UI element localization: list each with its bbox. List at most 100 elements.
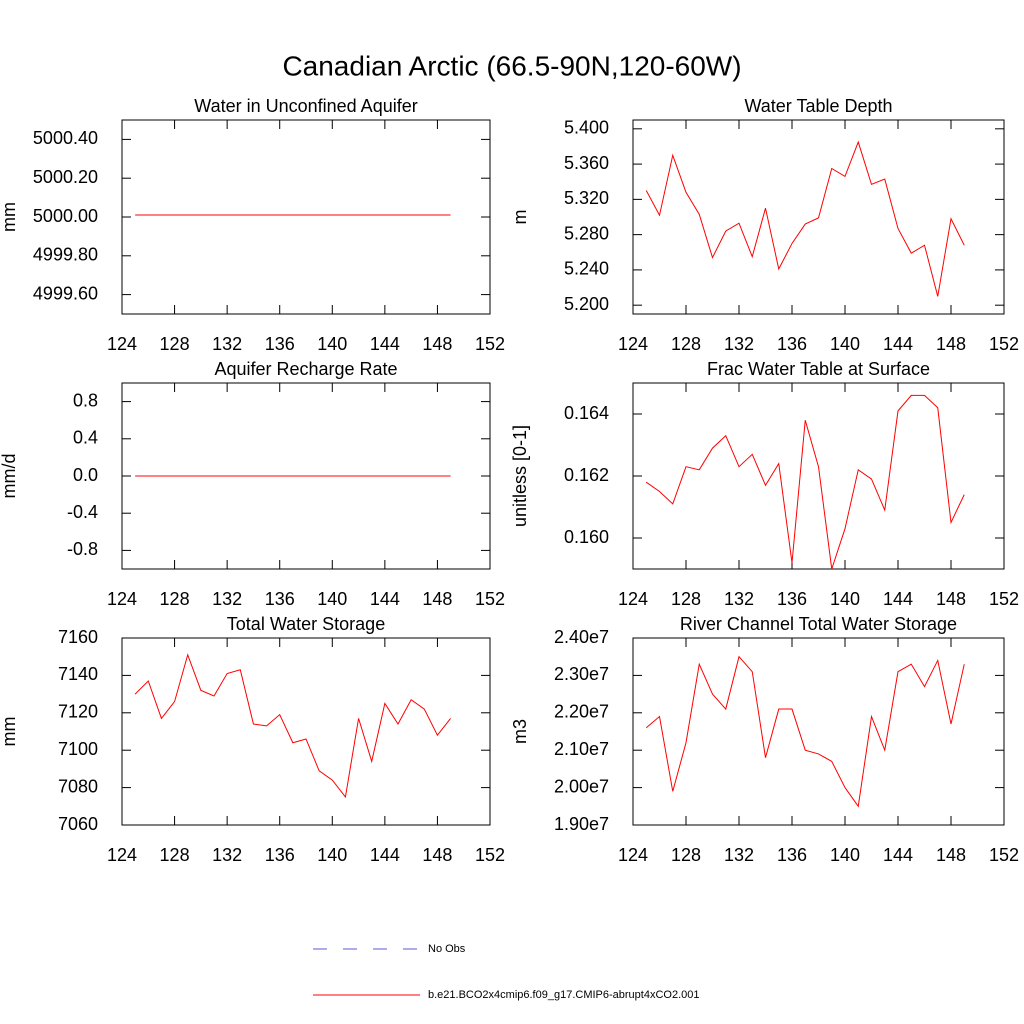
- x-tick-label: 148: [422, 589, 452, 609]
- y-tick-label: 5.320: [564, 188, 609, 208]
- x-tick-label: 124: [107, 845, 137, 865]
- y-tick-label: 0.164: [564, 403, 609, 423]
- data-line: [645, 394, 965, 570]
- x-tick-label: 128: [160, 334, 190, 354]
- x-tick-label: 144: [883, 845, 913, 865]
- x-tick-label: 136: [265, 334, 295, 354]
- plot-frame: [632, 382, 1005, 570]
- x-tick-label: 144: [883, 589, 913, 609]
- x-tick-label: 136: [265, 845, 295, 865]
- panel-title: Total Water Storage: [227, 614, 385, 634]
- x-tick-label: 148: [936, 845, 966, 865]
- y-axis-label: mm: [0, 717, 19, 747]
- panel-title: River Channel Total Water Storage: [680, 614, 957, 634]
- panel-title: Frac Water Table at Surface: [707, 359, 930, 379]
- x-tick-label: 136: [777, 845, 807, 865]
- x-tick-label: 148: [936, 589, 966, 609]
- panel-title: Aquifer Recharge Rate: [214, 359, 397, 379]
- x-tick-label: 132: [724, 334, 754, 354]
- plot-frame: [121, 637, 491, 826]
- y-tick-label: 7120: [58, 702, 98, 722]
- y-tick-label: 7100: [58, 739, 98, 759]
- x-tick-label: 128: [671, 334, 701, 354]
- y-tick-label: 2.00e7: [554, 776, 609, 796]
- x-tick-label: 140: [830, 589, 860, 609]
- x-tick-label: 124: [107, 589, 137, 609]
- y-tick-label: 2.20e7: [554, 702, 609, 722]
- y-tick-label: 5000.20: [33, 167, 98, 187]
- y-tick-label: 5.280: [564, 223, 609, 243]
- data-line: [134, 653, 451, 799]
- x-tick-label: 140: [830, 334, 860, 354]
- x-tick-label: 136: [777, 334, 807, 354]
- y-axis-label: m3: [510, 719, 530, 744]
- x-tick-label: 132: [724, 589, 754, 609]
- x-tick-label: 132: [212, 845, 242, 865]
- x-tick-label: 136: [265, 589, 295, 609]
- data-line: [645, 655, 965, 808]
- y-tick-label: 5.400: [564, 118, 609, 138]
- x-tick-label: 148: [422, 845, 452, 865]
- panel-title: Water in Unconfined Aquifer: [194, 96, 417, 116]
- x-tick-label: 140: [317, 845, 347, 865]
- y-axis-label: mm/d: [0, 454, 19, 499]
- y-tick-label: 0.4: [73, 428, 98, 448]
- x-tick-label: 148: [936, 334, 966, 354]
- plot-frame: [632, 119, 1005, 315]
- y-tick-label: 7140: [58, 664, 98, 684]
- x-tick-label: 152: [475, 589, 505, 609]
- x-tick-label: 140: [830, 845, 860, 865]
- x-tick-label: 152: [989, 845, 1019, 865]
- x-tick-label: 124: [618, 589, 648, 609]
- x-tick-label: 124: [107, 334, 137, 354]
- y-tick-label: 5000.40: [33, 128, 98, 148]
- x-tick-label: 128: [160, 589, 190, 609]
- y-axis-label: mm: [0, 202, 19, 232]
- x-tick-label: 132: [212, 334, 242, 354]
- x-tick-label: 132: [212, 589, 242, 609]
- y-tick-label: 0.0: [73, 465, 98, 485]
- x-tick-label: 136: [777, 589, 807, 609]
- x-tick-label: 128: [671, 845, 701, 865]
- x-tick-label: 152: [989, 589, 1019, 609]
- plot-frame: [121, 119, 491, 315]
- x-tick-label: 124: [618, 334, 648, 354]
- panel-title: Water Table Depth: [744, 96, 892, 116]
- y-tick-label: 4999.60: [33, 283, 98, 303]
- legend-label: No Obs: [428, 943, 466, 955]
- x-tick-label: 148: [422, 334, 452, 354]
- x-tick-label: 140: [317, 589, 347, 609]
- x-tick-label: 132: [724, 845, 754, 865]
- x-tick-label: 144: [883, 334, 913, 354]
- plot-frame: [632, 637, 1005, 826]
- x-tick-label: 128: [671, 589, 701, 609]
- y-tick-label: 2.30e7: [554, 664, 609, 684]
- y-tick-label: -0.8: [67, 539, 98, 559]
- y-tick-label: 7160: [58, 627, 98, 647]
- y-tick-label: 2.40e7: [554, 627, 609, 647]
- x-tick-label: 144: [370, 334, 400, 354]
- y-tick-label: 4999.80: [33, 245, 98, 265]
- data-line: [645, 140, 965, 297]
- y-axis-label: unitless [0-1]: [510, 425, 530, 527]
- x-tick-label: 152: [475, 845, 505, 865]
- y-tick-label: 7060: [58, 814, 98, 834]
- y-tick-label: -0.4: [67, 502, 98, 522]
- y-tick-label: 5.360: [564, 153, 609, 173]
- y-tick-label: 5000.00: [33, 206, 98, 226]
- figure-title: Canadian Arctic (66.5-90N,120-60W): [282, 50, 741, 81]
- x-tick-label: 140: [317, 334, 347, 354]
- y-axis-label: m: [510, 210, 530, 225]
- legend-label: b.e21.BCO2x4cmip6.f09_g17.CMIP6-abrupt4x…: [428, 989, 700, 1001]
- y-tick-label: 0.8: [73, 390, 98, 410]
- x-tick-label: 128: [160, 845, 190, 865]
- x-tick-label: 124: [618, 845, 648, 865]
- y-tick-label: 2.10e7: [554, 739, 609, 759]
- x-tick-label: 144: [370, 845, 400, 865]
- y-tick-label: 0.160: [564, 527, 609, 547]
- x-tick-label: 152: [989, 334, 1019, 354]
- y-tick-label: 1.90e7: [554, 814, 609, 834]
- x-tick-label: 144: [370, 589, 400, 609]
